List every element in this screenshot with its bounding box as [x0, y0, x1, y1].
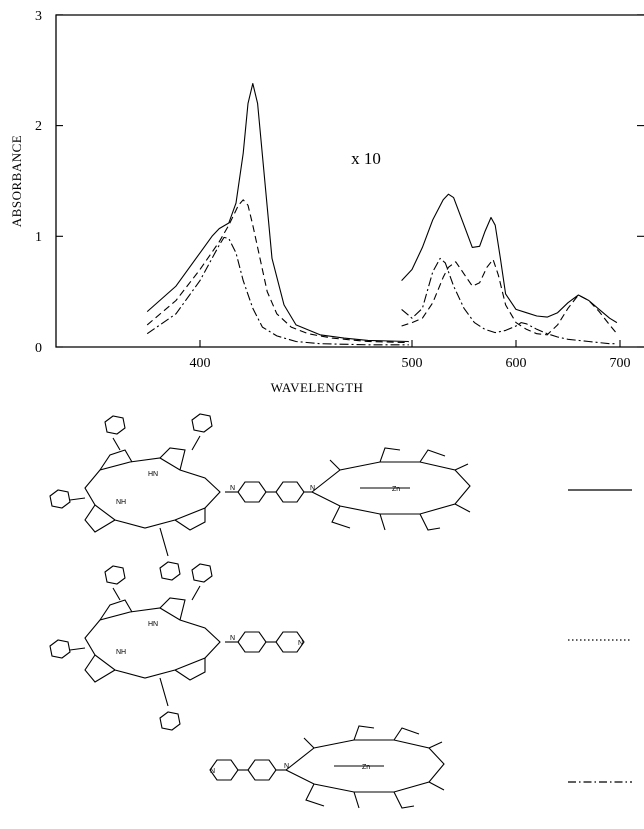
y-tick-label-0: 0 — [35, 341, 42, 356]
series-dash-dot-segment-1 — [146, 236, 409, 346]
y-tick-label-1: 1 — [35, 230, 42, 245]
svg-text:NH: NH — [116, 649, 126, 656]
svg-text:Zn: Zn — [362, 764, 370, 771]
series-layer — [146, 82, 618, 346]
svg-text:N: N — [230, 635, 235, 642]
svg-text:N: N — [230, 485, 235, 492]
y-axis-label: ABSORBANCE — [9, 135, 24, 227]
svg-text:N: N — [310, 485, 315, 492]
plot-area — [55, 14, 644, 348]
series-dash-dot-segment-2 — [401, 257, 617, 345]
structure-zinc-porphyrin-icon: N N Zn — [209, 725, 445, 809]
series-dashed-segment-2 — [401, 258, 618, 336]
scale-annotation: x 10 — [351, 149, 381, 168]
svg-text:N: N — [210, 768, 215, 775]
structure-free-base-icon: N N HN NH — [49, 563, 305, 731]
y-tick-label-3: 3 — [35, 9, 42, 24]
series-solid-segment-1 — [146, 82, 409, 343]
svg-text:HN: HN — [148, 471, 158, 478]
x-axis-label: WAVELENGTH — [271, 380, 364, 395]
structure-dyad-icon: N N Zn HN NH — [49, 413, 471, 581]
svg-text:NH: NH — [116, 499, 126, 506]
tick-marks — [56, 14, 644, 348]
axes-frame — [55, 14, 644, 348]
svg-text:Zn: Zn — [392, 486, 400, 493]
svg-text:N: N — [284, 763, 289, 770]
svg-text:N: N — [298, 640, 303, 647]
x-tick-label-400: 400 — [190, 356, 211, 371]
x-tick-label-600: 600 — [506, 356, 527, 371]
series-dashed-segment-1 — [146, 199, 409, 344]
series-solid-segment-2 — [401, 193, 618, 324]
x-tick-label-700: 700 — [610, 356, 631, 371]
svg-text:HN: HN — [148, 621, 158, 628]
x-tick-label-500: 500 — [402, 356, 423, 371]
y-tick-label-2: 2 — [35, 119, 42, 134]
